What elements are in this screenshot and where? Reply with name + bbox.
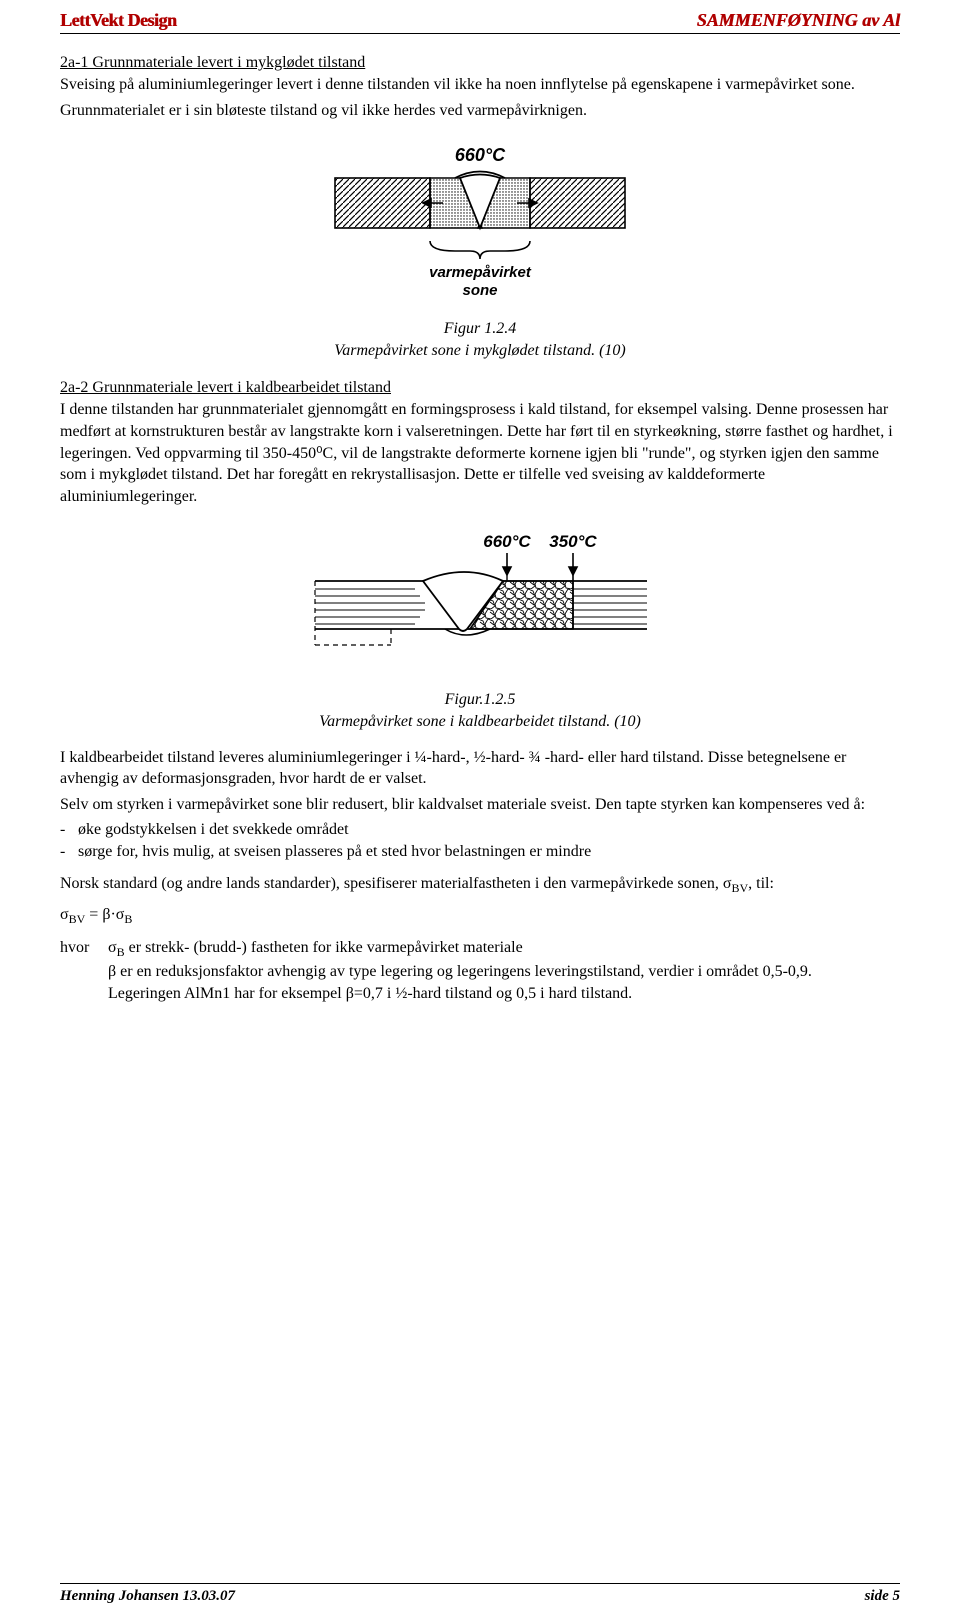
figure-1-2-5: 660°C 350°C [60,529,900,679]
text: er strekk- (brudd-) fastheten for ikke v… [125,939,523,956]
zone-label: sone [462,282,497,299]
where-item: β er en reduksjonsfaktor avhengig av typ… [108,961,900,983]
text: = β·σ [85,906,124,923]
paragraph: Norsk standard (og andre lands standarde… [60,873,900,896]
subscript: BV [731,881,748,895]
text: σ [108,939,117,956]
where-block: hvor σB er strekk- (brudd-) fastheten fo… [60,937,900,1006]
doc-title: SAMMENFØYNING av Al [697,10,900,31]
caption-line: Varmepåvirket sone i kaldbearbeidet tils… [319,713,641,730]
list-item-text: øke godstykkelsen i det svekkede området [78,819,349,841]
paragraph: Sveising på aluminiumlegeringer levert i… [60,74,900,96]
caption-line: Figur.1.2.5 [445,691,516,708]
section-heading-2a1: 2a-1 Grunnmateriale levert i mykglødet t… [60,54,900,72]
temp-label: 660°C [455,145,506,165]
figure-1-2-4: 660°C varmepåvirket sone [60,143,900,308]
subscript: BV [69,912,86,926]
list-item: - øke godstykkelsen i det svekkede områd… [60,819,900,841]
where-item: Legeringen AlMn1 har for eksempel β=0,7 … [108,983,900,1005]
footer-author-date: Henning Johansen 13.03.07 [60,1588,235,1605]
paragraph: Grunnmaterialet er i sin bløteste tilsta… [60,100,900,122]
zone-label: varmepåvirket [429,264,532,281]
text: Norsk standard (og andre lands standarde… [60,875,731,892]
caption-line: Varmepåvirket sone i mykglødet tilstand.… [334,342,626,359]
where-lead [60,961,108,983]
weld-diagram-2: 660°C 350°C [295,529,665,674]
where-item: σB er strekk- (brudd-) fastheten for ikk… [108,937,900,961]
section-heading-2a2: 2a-2 Grunnmateriale levert i kaldbearbei… [60,379,900,397]
page-header: LettVekt Design SAMMENFØYNING av Al [60,10,900,34]
subscript: B [117,945,125,959]
figure-caption: Figur 1.2.4 Varmepåvirket sone i mykglød… [60,318,900,361]
paragraph: I denne tilstanden har grunnmaterialet g… [60,399,900,507]
list-item: - sørge for, hvis mulig, at sveisen plas… [60,841,900,863]
temp-label: 350°C [549,532,597,551]
list-item-text: sørge for, hvis mulig, at sveisen plasse… [78,841,591,863]
brand-logo: LettVekt Design [60,10,176,31]
figure-caption: Figur.1.2.5 Varmepåvirket sone i kaldbea… [60,689,900,732]
text: , til: [748,875,774,892]
text: σ [60,906,69,923]
equation: σBV = β·σB [60,906,900,927]
subscript: B [124,912,132,926]
weld-diagram-1: 660°C varmepåvirket sone [325,143,635,303]
paragraph: I kaldbearbeidet tilstand leveres alumin… [60,747,900,790]
footer-page-number: side 5 [865,1588,900,1605]
where-lead: hvor [60,937,108,961]
paragraph: Selv om styrken i varmepåvirket sone bli… [60,794,900,816]
dash-icon: - [60,841,78,863]
temp-label: 660°C [483,532,531,551]
dash-icon: - [60,819,78,841]
bullet-list: - øke godstykkelsen i det svekkede områd… [60,819,900,862]
page-footer: Henning Johansen 13.03.07 side 5 [60,1583,900,1605]
where-lead [60,983,108,1005]
caption-line: Figur 1.2.4 [444,320,516,337]
